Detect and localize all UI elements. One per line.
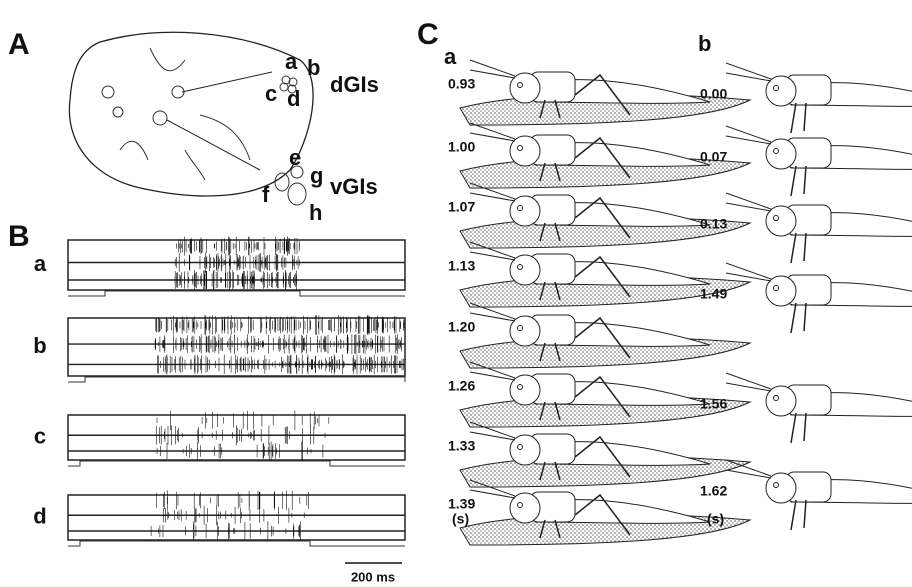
time-label: 0.13 xyxy=(700,216,727,232)
cell xyxy=(102,86,114,98)
grasshopper xyxy=(726,373,912,443)
legs xyxy=(791,103,806,133)
antenna xyxy=(470,123,515,141)
time-label: 1.26 xyxy=(448,378,475,394)
time-label: 1.33 xyxy=(448,438,475,454)
trace-label: a xyxy=(34,251,47,276)
section-detail xyxy=(120,48,250,180)
time-label: 0.07 xyxy=(700,149,727,165)
grasshopper xyxy=(726,63,912,133)
cell-label: e xyxy=(289,145,301,170)
cell-label: a xyxy=(285,49,298,74)
unit-label: (s) xyxy=(707,511,724,527)
cell-label: d xyxy=(287,86,300,111)
stim-line xyxy=(68,291,405,296)
time-label: 1.20 xyxy=(448,319,475,335)
antenna xyxy=(726,126,771,144)
legs xyxy=(791,166,806,196)
trace-label: b xyxy=(33,333,46,358)
antenna xyxy=(726,373,771,391)
cell-label: c xyxy=(265,81,277,106)
column-label: a xyxy=(444,44,457,69)
time-label: 1.49 xyxy=(700,286,727,302)
panel-label: A xyxy=(8,28,30,61)
grasshopper xyxy=(726,460,912,530)
cell xyxy=(153,111,167,125)
grasshopper xyxy=(726,263,912,333)
stim-line xyxy=(68,541,405,546)
time-label: 1.13 xyxy=(448,258,475,274)
grasshopper xyxy=(460,362,750,427)
column-label: b xyxy=(698,31,711,56)
antenna xyxy=(726,263,771,281)
legs xyxy=(791,500,806,530)
scale-label: 200 ms xyxy=(351,569,395,584)
unit-label: (s) xyxy=(452,511,469,527)
section-outline xyxy=(69,32,313,196)
time-label: 1.00 xyxy=(448,139,475,155)
group-label: dGIs xyxy=(330,72,379,97)
vgi-cells xyxy=(275,166,306,205)
time-label: 0.93 xyxy=(448,76,475,92)
grasshopper xyxy=(726,126,912,196)
legs xyxy=(791,233,806,263)
figure: A a b c d dGIs e f g h vGIs B abcd 200 m… xyxy=(0,0,912,587)
legs xyxy=(791,413,806,443)
trace-label: d xyxy=(33,503,46,528)
trace-box xyxy=(68,495,405,540)
cell xyxy=(113,107,123,117)
stim-line xyxy=(68,461,405,466)
trace-label: c xyxy=(34,423,46,448)
time-label: 1.62 xyxy=(700,483,727,499)
cell-label: b xyxy=(307,55,320,80)
time-label: 0.00 xyxy=(700,86,727,102)
pointer xyxy=(167,120,260,170)
group-label: vGIs xyxy=(330,174,378,199)
page: {"panel_a":{"label":"A","dorsal":{"cells… xyxy=(0,0,912,587)
traces: a b c d xyxy=(33,236,405,546)
antenna xyxy=(726,63,771,81)
cell-label: h xyxy=(309,200,322,225)
antenna xyxy=(726,193,771,211)
time-label: 1.56 xyxy=(700,396,727,412)
grasshopper xyxy=(726,193,912,263)
antenna xyxy=(470,60,515,78)
legs xyxy=(791,303,806,333)
cell-label: g xyxy=(310,163,323,188)
grasshopper xyxy=(460,303,750,368)
panel-label: C xyxy=(417,18,439,51)
pointer xyxy=(182,72,272,92)
cell-label: f xyxy=(262,182,270,207)
grasshopper xyxy=(460,422,750,487)
panel-label: B xyxy=(8,220,30,253)
stim-line xyxy=(68,377,405,382)
time-label: 1.07 xyxy=(448,199,475,215)
insects: 0.931.001.071.131.201.261.331.39(s)0.000… xyxy=(448,60,912,545)
time-label: 1.39 xyxy=(448,496,475,512)
